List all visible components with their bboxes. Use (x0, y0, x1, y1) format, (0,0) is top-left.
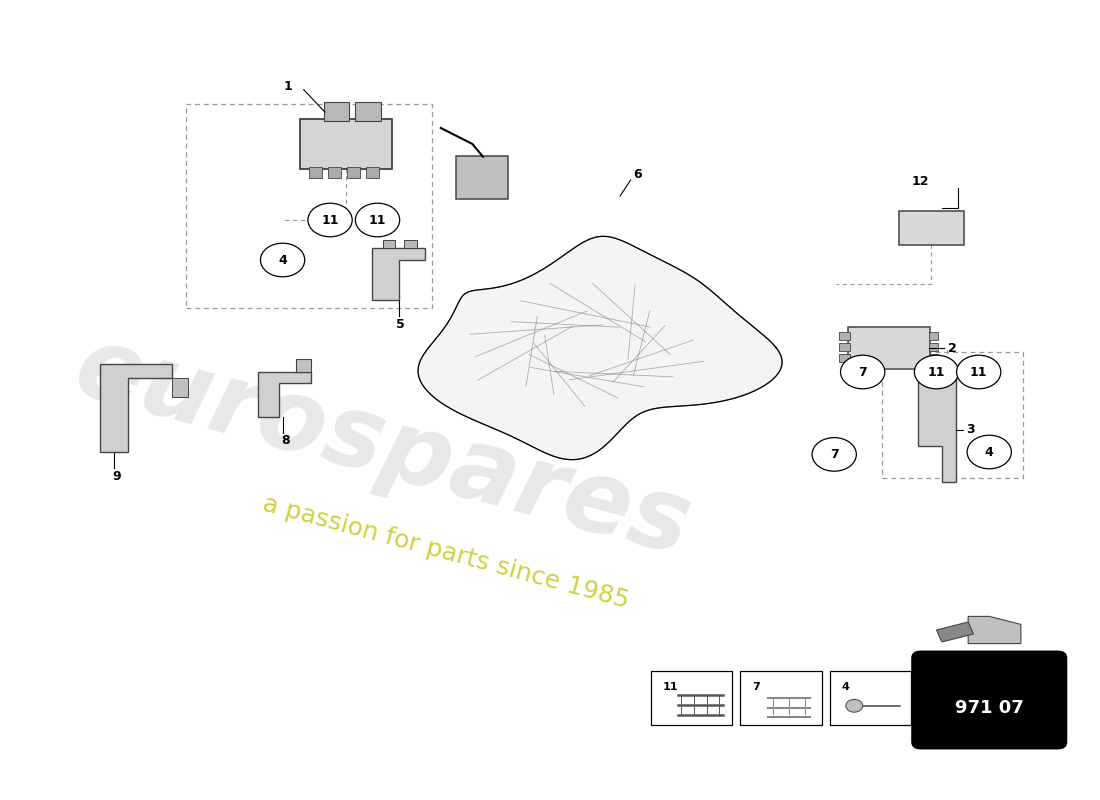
Polygon shape (258, 372, 311, 417)
Bar (348, 167, 360, 178)
Bar (839, 332, 849, 340)
Text: 11: 11 (368, 214, 386, 226)
Circle shape (840, 355, 884, 389)
Text: 3: 3 (966, 423, 975, 436)
Text: 4: 4 (984, 446, 993, 458)
Polygon shape (100, 364, 172, 452)
FancyBboxPatch shape (300, 119, 392, 169)
Text: 11: 11 (321, 214, 339, 226)
Text: 4: 4 (278, 254, 287, 266)
Text: 11: 11 (927, 366, 945, 378)
Polygon shape (372, 248, 425, 300)
Polygon shape (917, 378, 956, 482)
Polygon shape (968, 616, 1021, 643)
Bar (839, 354, 849, 362)
Bar (366, 167, 379, 178)
FancyBboxPatch shape (323, 102, 349, 121)
FancyBboxPatch shape (740, 671, 822, 725)
Bar (329, 167, 341, 178)
Text: 12: 12 (912, 175, 930, 188)
Text: 7: 7 (752, 682, 760, 691)
FancyBboxPatch shape (912, 651, 1066, 749)
Text: 11: 11 (662, 682, 678, 691)
FancyBboxPatch shape (651, 671, 732, 725)
Bar (928, 332, 938, 340)
Bar (404, 240, 417, 248)
Text: 7: 7 (858, 366, 867, 378)
FancyBboxPatch shape (455, 156, 508, 199)
Bar (383, 240, 396, 248)
Circle shape (261, 243, 305, 277)
FancyBboxPatch shape (830, 671, 911, 725)
Text: 4: 4 (842, 682, 849, 691)
Text: 8: 8 (282, 434, 290, 447)
Bar (928, 354, 938, 362)
Text: a passion for parts since 1985: a passion for parts since 1985 (261, 491, 631, 613)
Polygon shape (936, 622, 974, 642)
Text: 9: 9 (112, 470, 121, 482)
Bar (309, 167, 322, 178)
Circle shape (355, 203, 399, 237)
Text: 5: 5 (396, 318, 405, 330)
Polygon shape (296, 359, 311, 372)
Circle shape (957, 355, 1001, 389)
Bar (839, 343, 849, 351)
Text: 11: 11 (970, 366, 988, 378)
Circle shape (812, 438, 857, 471)
FancyBboxPatch shape (899, 211, 964, 245)
Circle shape (846, 699, 862, 712)
Circle shape (308, 203, 352, 237)
Polygon shape (172, 378, 188, 397)
Text: eurospares: eurospares (65, 319, 701, 577)
Circle shape (967, 435, 1011, 469)
Bar (928, 343, 938, 351)
FancyBboxPatch shape (848, 327, 930, 369)
Text: 6: 6 (634, 168, 642, 181)
Polygon shape (418, 236, 782, 460)
FancyBboxPatch shape (355, 102, 381, 121)
Text: 971 07: 971 07 (955, 699, 1024, 717)
Text: 1: 1 (284, 80, 293, 93)
Circle shape (914, 355, 959, 389)
Text: 2: 2 (947, 342, 956, 354)
Text: 7: 7 (829, 448, 838, 461)
